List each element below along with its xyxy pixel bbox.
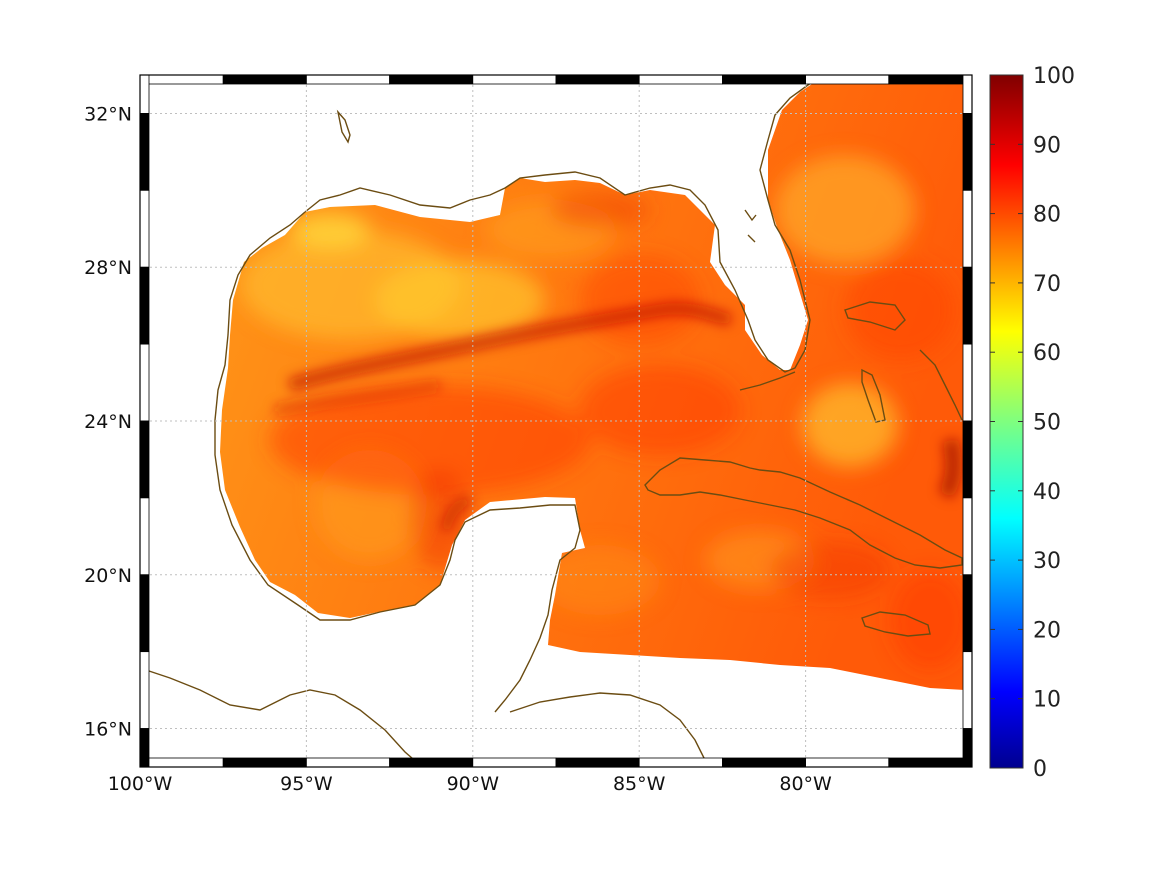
frame-band [962,651,973,729]
frame-band [962,266,973,345]
frame-band [139,113,150,191]
coastline-honduras [509,692,706,761]
frame-band [389,757,474,768]
frame-band [139,420,150,499]
lat-tick-label: 24°N [84,411,132,433]
lon-tick-label: 80°W [779,773,832,795]
coastline-keys [739,371,796,391]
frame-band [139,651,150,729]
frame-band [139,74,224,85]
lon-tick-label: 95°W [280,773,333,795]
map-frame [139,74,973,768]
colorbar-tick-label: 100 [1033,64,1075,89]
frame-band [139,728,150,768]
colorbar-tick-label: 80 [1033,203,1061,228]
coastline-gulf-us [304,75,821,373]
frame-band [472,757,557,768]
gridlines [140,75,972,767]
frame-band [305,757,390,768]
coastline-bahamas-east [919,349,963,421]
colorbar-tick-label: 40 [1033,480,1061,505]
colorbar-tick-label: 0 [1033,757,1047,782]
coastline-lake [336,109,351,144]
frame-band [222,74,307,85]
colorbar-gradient [990,75,1023,768]
frame-band [139,343,150,422]
colorbar-tick-label: 70 [1033,272,1061,297]
lon-tick-label: 90°W [447,773,500,795]
lon-tick-label: 100°W [108,773,173,795]
frame-band [638,74,723,85]
coastline-jamaica [861,611,931,637]
frame-outline [139,74,973,768]
frame-band [962,574,973,653]
longitude-labels: 100°W 95°W 90°W 85°W 80°W [108,773,832,795]
frame-band [962,74,973,114]
colorbar-tick-label: 90 [1033,133,1061,158]
coastline-cuba [644,457,963,569]
lat-tick-label: 28°N [84,257,132,279]
frame-band [888,74,973,85]
frame-band [139,189,150,268]
frame-band [962,113,973,191]
latitude-labels: 32°N 28°N 24°N 20°N 16°N [84,103,132,740]
colorbar-tick-label: 10 [1033,688,1061,713]
frame-band [962,189,973,268]
frame-band [472,74,557,85]
colorbar-tick-label: 30 [1033,549,1061,574]
lat-tick-label: 20°N [84,565,132,587]
frame-band [722,74,807,85]
coastline-gulf-mexico [214,211,581,713]
coastlines [139,75,963,766]
frame-band [222,757,307,768]
frame-band [638,757,723,768]
frame-band [555,74,640,85]
frame-band [139,74,150,114]
coastline-fl-panhandle [744,209,757,243]
frame-band [962,420,973,499]
colorbar-tick-label: 60 [1033,341,1061,366]
frame-band [139,497,150,576]
frame-band [962,343,973,422]
frame-band [305,74,390,85]
frame-band [389,74,474,85]
ocean-data-field [220,82,965,690]
lat-tick-label: 16°N [84,719,132,741]
frame-band [139,574,150,653]
lon-tick-label: 85°W [613,773,666,795]
coastline-bahamas-north [844,301,906,331]
lat-tick-label: 32°N [84,103,132,125]
frame-band [722,757,807,768]
coastline-central-america [139,667,421,766]
frame-band [962,497,973,576]
frame-band [962,728,973,768]
frame-band [888,757,973,768]
frame-band [139,266,150,345]
frame-band [139,757,224,768]
frame-band [555,757,640,768]
colorbar-tick-label: 20 [1033,618,1061,643]
frame-band [805,74,890,85]
colorbar-tick-label: 50 [1033,411,1061,436]
frame-band [805,757,890,768]
